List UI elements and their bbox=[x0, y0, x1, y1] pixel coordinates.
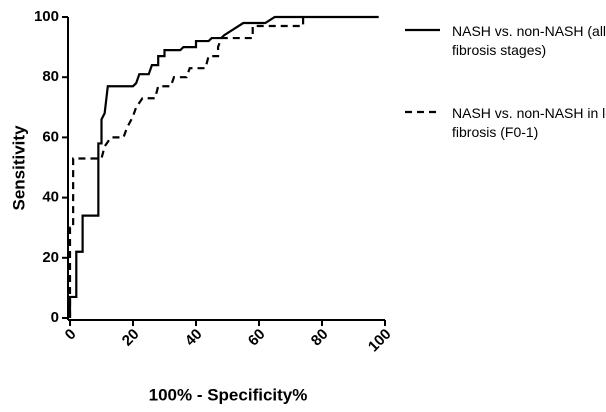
x-axis-label: 100% - Specificity% bbox=[149, 385, 308, 404]
y-tick-label: 40 bbox=[42, 189, 59, 206]
x-tick-label: 0 bbox=[62, 326, 80, 344]
series-line bbox=[68, 15, 379, 318]
y-tick-label: 60 bbox=[42, 128, 59, 145]
y-axis-label: Sensitivity bbox=[9, 125, 28, 211]
legend-label: NASH vs. non-NASH (all fibrosis stages) bbox=[452, 23, 606, 58]
y-tick-label: 0 bbox=[51, 309, 59, 326]
legend-label: NASH vs. non-NASH in low fibrosis (F0-1) bbox=[452, 105, 606, 140]
x-tick-label: 20 bbox=[119, 326, 143, 350]
y-tick-label: 100 bbox=[34, 8, 59, 25]
y-tick-label: 20 bbox=[42, 249, 59, 266]
x-tick-label: 100 bbox=[365, 326, 395, 356]
series-line bbox=[68, 17, 305, 318]
x-tick-label: 40 bbox=[182, 326, 206, 350]
x-tick-label: 80 bbox=[308, 326, 332, 350]
x-tick-label: 60 bbox=[245, 326, 269, 350]
y-tick-label: 80 bbox=[42, 68, 59, 85]
